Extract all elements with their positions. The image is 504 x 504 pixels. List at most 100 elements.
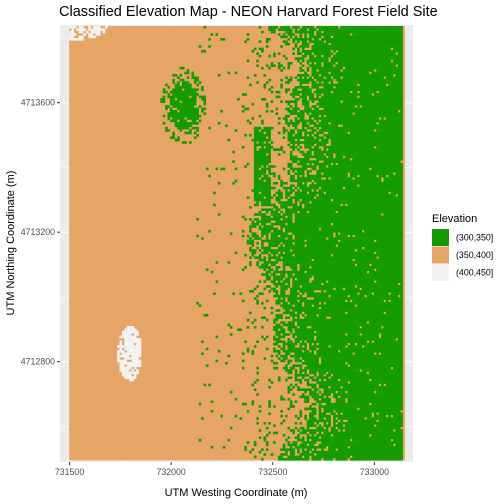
raster-cell-low-elevation [333, 203, 336, 207]
raster-cell-low-elevation [253, 191, 257, 195]
raster-cell-low-elevation [340, 160, 343, 163]
raster-cell-low-elevation [378, 86, 382, 89]
raster-cell-low-elevation [328, 47, 331, 51]
raster-cell-low-elevation [297, 167, 300, 171]
raster-cell-low-elevation [354, 88, 358, 91]
raster-cell-low-elevation [297, 98, 300, 101]
raster-cell-low-elevation [253, 186, 257, 190]
raster-cell-low-elevation [383, 186, 387, 190]
raster-cell-low-elevation [311, 213, 315, 216]
raster-cell-low-elevation [335, 47, 339, 51]
raster-cell-low-elevation [273, 148, 276, 151]
raster-cell-low-elevation [369, 107, 372, 111]
raster-cell-low-elevation [282, 117, 286, 120]
raster-cell-low-elevation [330, 47, 334, 51]
raster-cell-low-elevation [328, 160, 331, 163]
raster-cell-low-elevation [395, 158, 399, 161]
raster-cell-low-elevation [186, 76, 190, 79]
raster-cell-low-elevation [395, 66, 399, 70]
raster-cell-low-elevation [333, 124, 336, 127]
raster-cell-low-elevation [335, 122, 339, 125]
raster-cell-low-elevation [311, 126, 315, 130]
raster-cell-low-elevation [361, 158, 365, 161]
raster-cell-low-elevation [208, 174, 211, 178]
raster-cell-low-elevation [189, 105, 192, 108]
raster-cell-low-elevation [313, 122, 317, 125]
raster-cell-low-elevation [376, 30, 379, 34]
raster-cell-low-elevation [366, 74, 370, 77]
raster-cell-low-elevation [361, 220, 365, 223]
raster-cell-low-elevation [340, 170, 343, 173]
raster-cell-low-elevation [373, 62, 377, 65]
raster-cell-low-elevation [361, 114, 365, 118]
raster-cell-low-elevation [172, 105, 175, 108]
raster-cell-low-elevation [256, 167, 259, 171]
raster-cell-low-elevation [342, 95, 346, 99]
raster-cell-low-elevation [285, 30, 288, 34]
raster-cell-low-elevation [256, 81, 259, 84]
raster-cell-low-elevation [361, 81, 365, 84]
raster-cell-low-elevation [376, 155, 379, 159]
raster-cell-low-elevation [345, 66, 348, 70]
raster-cell-low-elevation [397, 124, 401, 127]
raster-cell-low-elevation [366, 167, 370, 171]
raster-cell-low-elevation [371, 35, 375, 39]
raster-cell-low-elevation [333, 28, 336, 31]
raster-cell-low-elevation [390, 114, 394, 118]
raster-cell-low-elevation [318, 88, 322, 91]
raster-cell-low-elevation [349, 59, 353, 63]
raster-cell-low-elevation [333, 74, 336, 77]
raster-cell-low-elevation [289, 230, 293, 233]
raster-cell-low-elevation [294, 160, 298, 163]
raster-cell-low-elevation [325, 74, 329, 77]
raster-cell-low-elevation [340, 40, 343, 43]
raster-cell-low-elevation [371, 153, 375, 156]
raster-cell-low-elevation [400, 47, 403, 51]
raster-cell-low-elevation [361, 119, 365, 123]
raster-cell-low-elevation [311, 95, 315, 99]
raster-cell-low-elevation [354, 62, 358, 65]
raster-cell-low-elevation [378, 162, 382, 166]
raster-cell-low-elevation [251, 102, 255, 106]
raster-cell-low-elevation [273, 239, 276, 243]
raster-cell-low-elevation [371, 246, 375, 250]
raster-cell-low-elevation [357, 150, 360, 154]
raster-cell-low-elevation [316, 83, 319, 87]
raster-cell-low-elevation [258, 174, 262, 178]
raster-cell-low-elevation [318, 213, 322, 216]
raster-cell-low-elevation [311, 57, 315, 60]
raster-cell-low-elevation [342, 38, 346, 41]
raster-cell-low-elevation [364, 148, 367, 151]
raster-cell-low-elevation [186, 90, 190, 94]
raster-cell-low-elevation [361, 93, 365, 96]
raster-cell-low-elevation [253, 136, 257, 139]
raster-cell-low-elevation [349, 126, 353, 130]
raster-cell-low-elevation [287, 208, 291, 211]
raster-cell-low-elevation [333, 165, 336, 168]
raster-cell-low-elevation [337, 90, 341, 94]
raster-cell-low-elevation [347, 45, 351, 48]
raster-cell-low-elevation [294, 110, 298, 113]
raster-cell-low-elevation [349, 172, 353, 175]
raster-cell-low-elevation [354, 165, 358, 168]
raster-cell-low-elevation [333, 206, 336, 209]
raster-cell-low-elevation [369, 66, 372, 70]
raster-cell-high-elevation [100, 28, 103, 31]
raster-cell-low-elevation [299, 234, 303, 238]
raster-cell-low-elevation [371, 244, 375, 247]
raster-cell-low-elevation [364, 71, 367, 75]
raster-cell-low-elevation [256, 150, 259, 154]
raster-cell-low-elevation [383, 102, 387, 106]
raster-cell-low-elevation [397, 28, 401, 31]
raster-cell-low-elevation [347, 54, 351, 58]
raster-cell-low-elevation [162, 88, 166, 91]
raster-cell-low-elevation [191, 90, 195, 94]
raster-cell-low-elevation [337, 81, 341, 84]
raster-cell-low-elevation [364, 124, 367, 127]
raster-cell-low-elevation [193, 102, 197, 106]
raster-cell-low-elevation [364, 98, 367, 101]
raster-cell-low-elevation [299, 227, 303, 231]
raster-cell-low-elevation [313, 203, 317, 207]
raster-cell-low-elevation [335, 191, 339, 195]
raster-cell-low-elevation [263, 186, 267, 190]
